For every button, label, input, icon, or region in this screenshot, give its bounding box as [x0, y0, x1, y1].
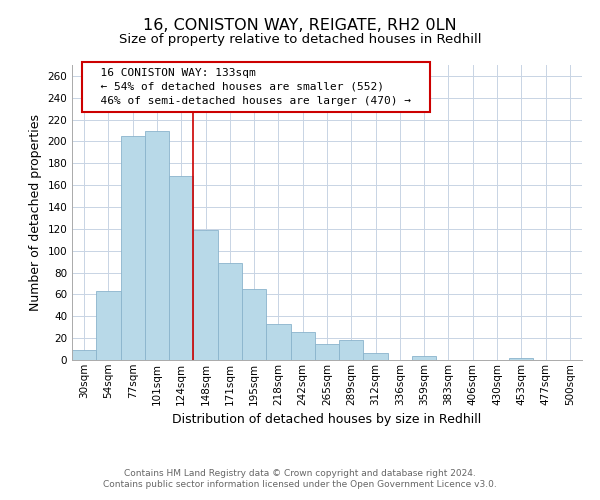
- Y-axis label: Number of detached properties: Number of detached properties: [29, 114, 42, 311]
- X-axis label: Distribution of detached houses by size in Redhill: Distribution of detached houses by size …: [172, 413, 482, 426]
- Text: 16 CONISTON WAY: 133sqm  
  ← 54% of detached houses are smaller (552)  
  46% o: 16 CONISTON WAY: 133sqm ← 54% of detache…: [88, 68, 425, 106]
- Bar: [242, 289, 266, 360]
- Bar: [339, 340, 364, 360]
- Bar: [121, 136, 145, 360]
- Text: 16, CONISTON WAY, REIGATE, RH2 0LN: 16, CONISTON WAY, REIGATE, RH2 0LN: [143, 18, 457, 32]
- Bar: [72, 350, 96, 360]
- Bar: [96, 291, 121, 360]
- Bar: [218, 263, 242, 360]
- Bar: [412, 356, 436, 360]
- Text: Contains public sector information licensed under the Open Government Licence v3: Contains public sector information licen…: [103, 480, 497, 489]
- Bar: [169, 176, 193, 360]
- Text: Size of property relative to detached houses in Redhill: Size of property relative to detached ho…: [119, 32, 481, 46]
- Bar: [290, 332, 315, 360]
- Bar: [145, 130, 169, 360]
- Bar: [509, 358, 533, 360]
- Bar: [315, 344, 339, 360]
- Bar: [364, 354, 388, 360]
- Bar: [193, 230, 218, 360]
- Bar: [266, 324, 290, 360]
- Text: Contains HM Land Registry data © Crown copyright and database right 2024.: Contains HM Land Registry data © Crown c…: [124, 468, 476, 477]
